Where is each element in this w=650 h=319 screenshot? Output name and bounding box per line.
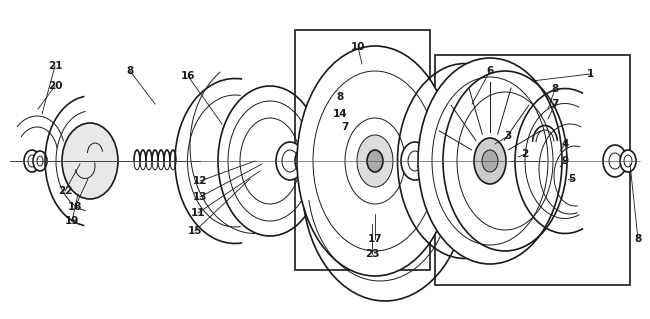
- Text: 3: 3: [504, 131, 512, 141]
- Ellipse shape: [401, 142, 429, 180]
- Ellipse shape: [295, 147, 315, 175]
- Text: 15: 15: [188, 226, 202, 236]
- Ellipse shape: [603, 145, 627, 177]
- Text: 23: 23: [365, 249, 379, 259]
- Text: 17: 17: [368, 234, 382, 244]
- Text: 8: 8: [634, 234, 642, 244]
- Ellipse shape: [418, 58, 562, 264]
- Text: 8: 8: [551, 84, 558, 94]
- Text: 5: 5: [568, 174, 576, 184]
- Text: 2: 2: [521, 149, 528, 159]
- Bar: [435, 55, 630, 285]
- Text: 22: 22: [58, 186, 72, 196]
- Text: 18: 18: [68, 202, 83, 212]
- Text: 8: 8: [126, 66, 134, 76]
- Ellipse shape: [474, 138, 506, 184]
- Text: 11: 11: [190, 208, 205, 218]
- Text: 7: 7: [551, 99, 559, 109]
- Text: 14: 14: [333, 109, 347, 119]
- Ellipse shape: [24, 150, 40, 172]
- Text: 16: 16: [181, 71, 195, 81]
- Text: 12: 12: [193, 176, 207, 186]
- Text: 9: 9: [562, 156, 569, 166]
- Ellipse shape: [420, 147, 440, 175]
- Ellipse shape: [276, 142, 304, 180]
- Ellipse shape: [482, 150, 498, 172]
- Ellipse shape: [435, 150, 451, 172]
- Ellipse shape: [357, 135, 393, 187]
- Text: 6: 6: [486, 66, 493, 76]
- Text: 20: 20: [47, 81, 62, 91]
- Text: 19: 19: [65, 216, 79, 226]
- Text: 10: 10: [351, 42, 365, 52]
- Ellipse shape: [33, 151, 47, 171]
- Text: 13: 13: [193, 192, 207, 202]
- Text: 8: 8: [337, 92, 344, 102]
- Text: 4: 4: [562, 139, 569, 149]
- Text: 21: 21: [47, 61, 62, 71]
- Bar: [295, 30, 430, 270]
- Text: 1: 1: [586, 69, 593, 79]
- Text: 7: 7: [341, 122, 348, 132]
- Ellipse shape: [297, 46, 453, 276]
- Ellipse shape: [62, 123, 118, 199]
- Ellipse shape: [620, 150, 636, 172]
- Ellipse shape: [367, 150, 383, 172]
